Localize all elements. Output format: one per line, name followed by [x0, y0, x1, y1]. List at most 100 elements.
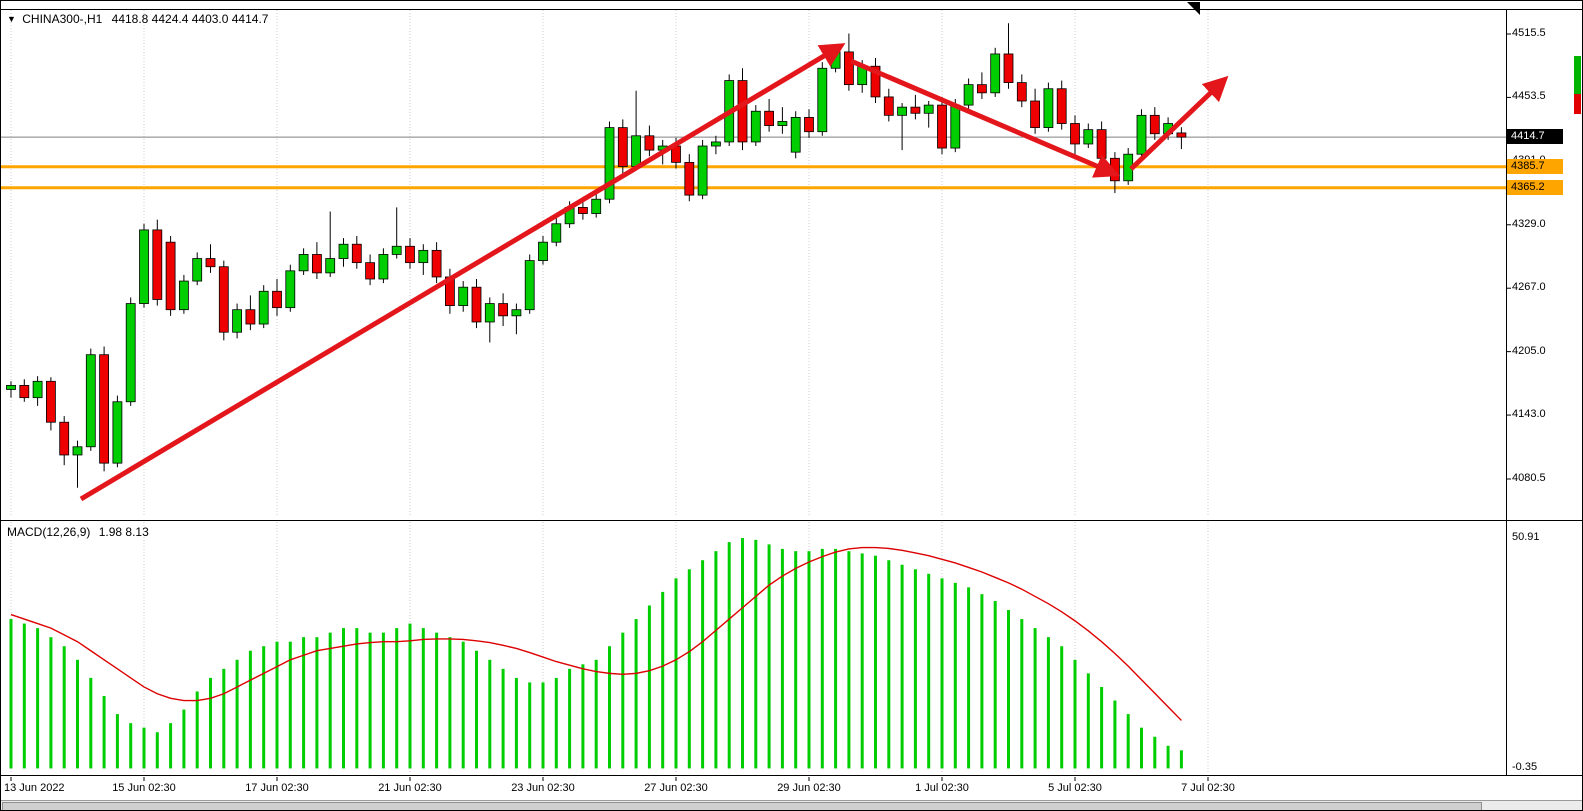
- macd-histogram-bar: [541, 682, 545, 769]
- macd-histogram-bar: [275, 641, 279, 769]
- macd-histogram-bar: [807, 551, 811, 769]
- time-axis-label: 5 Jul 02:30: [1048, 782, 1102, 794]
- scrollbar-thumb[interactable]: [2, 802, 1482, 810]
- macd-histogram-bar: [634, 619, 638, 769]
- macd-histogram-bar: [554, 677, 558, 769]
- bull-candle: [6, 384, 16, 390]
- macd-histogram-bar: [887, 560, 891, 769]
- bear-candle: [365, 262, 376, 280]
- time-axis-label: 21 Jun 02:30: [378, 782, 442, 794]
- macd-axis-min: -0.35: [1512, 761, 1538, 773]
- macd-histogram-bar: [102, 696, 106, 769]
- time-axis-label: 29 Jun 02:30: [777, 782, 841, 794]
- macd-histogram-bar: [368, 632, 372, 769]
- macd-histogram-bar: [195, 691, 199, 769]
- macd-histogram-bar: [661, 591, 665, 769]
- panel-divider: [1, 520, 1582, 521]
- bull-candle: [750, 110, 761, 143]
- bull-candle: [777, 121, 788, 126]
- macd-histogram-bar: [155, 732, 159, 769]
- bear-candle: [684, 161, 695, 196]
- macd-histogram-bar: [355, 628, 359, 769]
- macd-histogram-bar: [927, 573, 931, 769]
- time-axis-label: 23 Jun 02:30: [511, 782, 575, 794]
- macd-histogram-bar: [475, 650, 478, 769]
- bear-candle: [99, 354, 109, 464]
- time-axis-label: 13 Jun 2022: [4, 782, 65, 794]
- bear-candle: [405, 245, 415, 264]
- bull-candle: [524, 260, 535, 311]
- macd-histogram-bar: [608, 646, 611, 769]
- bear-candle: [165, 241, 176, 311]
- macd-histogram-bar: [1060, 646, 1064, 769]
- bear-candle: [617, 127, 628, 167]
- bear-candle: [870, 65, 881, 98]
- macd-histogram-bar: [993, 600, 997, 769]
- bull-candle: [990, 53, 1001, 94]
- macd-histogram-bar: [395, 628, 399, 769]
- bear-candle: [1096, 129, 1107, 159]
- chart-top-border: [1, 9, 1582, 10]
- current-price-badge: 4414.7: [1507, 129, 1563, 145]
- bull-candle: [897, 106, 907, 116]
- macd-histogram-bar: [421, 628, 425, 769]
- macd-histogram-bar: [9, 619, 13, 769]
- bull-candle: [950, 104, 961, 149]
- macd-histogram-bar: [1007, 610, 1010, 769]
- macd-histogram-bar: [1073, 659, 1077, 769]
- price-level-badge: 4385.7: [1507, 158, 1563, 174]
- bear-candle: [977, 84, 987, 94]
- macd-histogram-bar: [647, 605, 651, 769]
- time-axis-label: 1 Jul 02:30: [915, 782, 969, 794]
- macd-bottom-border: [1, 775, 1582, 776]
- macd-histogram-bar: [1113, 700, 1117, 769]
- bear-candle: [59, 421, 70, 456]
- trend-arrow: [1129, 75, 1229, 171]
- bull-candle: [285, 270, 296, 309]
- horizontal-scrollbar[interactable]: [1, 800, 1582, 810]
- macd-histogram-bar: [381, 632, 385, 769]
- bull-candle: [258, 290, 269, 325]
- bear-candle: [471, 286, 482, 323]
- macd-histogram-bar: [767, 544, 771, 769]
- price-axis[interactable]: [1507, 9, 1582, 776]
- bull-candle: [298, 254, 309, 272]
- macd-histogram-bar: [62, 646, 66, 769]
- bear-candle: [1016, 82, 1027, 102]
- price-axis-tick: 4329.0: [1512, 217, 1546, 230]
- bear-candle: [737, 80, 748, 143]
- bear-candle: [764, 110, 774, 126]
- time-axis[interactable]: [1, 776, 1506, 799]
- bull-candle: [1043, 88, 1054, 129]
- macd-signal-line: [10, 546, 1182, 721]
- macd-histogram-bar: [754, 539, 758, 769]
- bull-candle: [697, 145, 708, 196]
- bull-candle: [511, 309, 522, 317]
- bear-candle: [937, 104, 947, 149]
- macd-histogram-bar: [1179, 750, 1183, 769]
- price-axis-tick: 4080.5: [1512, 472, 1546, 484]
- bear-candle: [883, 96, 894, 116]
- bull-candle: [418, 249, 429, 264]
- bull-candle: [32, 380, 43, 399]
- symbol-dropdown-icon[interactable]: ▼: [7, 14, 16, 24]
- macd-histogram-bar: [169, 723, 173, 769]
- bull-candle: [963, 84, 974, 106]
- bear-candle: [910, 106, 921, 114]
- bear-candle: [1176, 132, 1187, 138]
- bear-candle: [19, 384, 30, 399]
- macd-histogram-bar: [89, 677, 93, 769]
- macd-histogram-bar: [581, 664, 585, 769]
- macd-histogram-bar: [488, 659, 492, 769]
- macd-histogram-bar: [860, 553, 864, 769]
- bull-candle: [139, 229, 149, 304]
- time-axis-label: 7 Jul 02:30: [1181, 782, 1235, 794]
- chart-shift-marker-icon[interactable]: [1187, 2, 1200, 15]
- bull-candle: [125, 303, 136, 403]
- macd-values-label: 1.98 8.13: [98, 525, 149, 539]
- bull-candle: [112, 401, 123, 464]
- bull-candle: [817, 67, 828, 133]
- macd-histogram-bar: [820, 548, 824, 769]
- macd-histogram-bar: [209, 677, 212, 769]
